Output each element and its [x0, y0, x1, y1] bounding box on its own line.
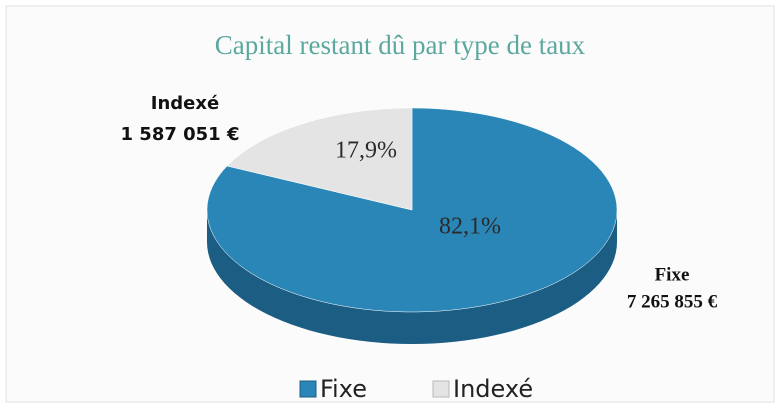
category-label: Fixe — [655, 264, 690, 285]
category-label: Indexé — [151, 93, 219, 114]
slice-side — [207, 210, 617, 344]
amount-label: 1 587 051 € — [121, 124, 240, 145]
value-label: 17,9% — [335, 138, 397, 164]
slice — [226, 107, 413, 211]
legend-swatch — [299, 380, 317, 398]
amount-label: 7 265 855 € — [627, 291, 718, 312]
legend-label: Indexé — [453, 375, 533, 403]
value-label: 82,1% — [439, 214, 501, 240]
chart-title: Capital restant dû par type de taux — [215, 30, 586, 60]
legend-swatch — [432, 380, 450, 398]
legend-label: Fixe — [320, 375, 367, 403]
